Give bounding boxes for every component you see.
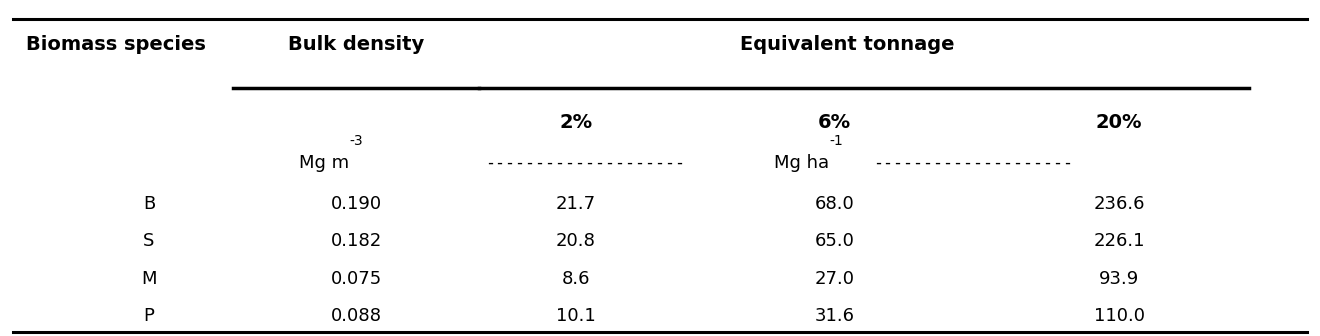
Text: M: M	[141, 269, 157, 288]
Text: S: S	[144, 232, 154, 250]
Text: 8.6: 8.6	[562, 269, 590, 288]
Text: 20%: 20%	[1096, 113, 1143, 132]
Text: Biomass species: Biomass species	[26, 35, 206, 54]
Text: Bulk density: Bulk density	[288, 35, 424, 54]
Text: 10.1: 10.1	[556, 307, 595, 325]
Text: --------------------: --------------------	[874, 154, 1073, 172]
Text: 27.0: 27.0	[814, 269, 854, 288]
Text: 21.7: 21.7	[556, 195, 595, 213]
Text: 110.0: 110.0	[1094, 307, 1144, 325]
Text: 20.8: 20.8	[556, 232, 595, 250]
Text: 0.075: 0.075	[330, 269, 381, 288]
Text: B: B	[143, 195, 156, 213]
Text: 0.190: 0.190	[330, 195, 381, 213]
Text: 6%: 6%	[818, 113, 851, 132]
Text: Equivalent tonnage: Equivalent tonnage	[741, 35, 954, 54]
Text: Mg ha: Mg ha	[775, 154, 829, 172]
Text: 65.0: 65.0	[814, 232, 854, 250]
Text: 0.182: 0.182	[330, 232, 381, 250]
Text: 226.1: 226.1	[1093, 232, 1144, 250]
Text: 68.0: 68.0	[814, 195, 854, 213]
Text: 31.6: 31.6	[814, 307, 854, 325]
Text: 0.088: 0.088	[330, 307, 381, 325]
Text: --------------------: --------------------	[486, 154, 685, 172]
Text: -3: -3	[350, 134, 363, 148]
Text: Mg m: Mg m	[300, 154, 350, 172]
Text: 2%: 2%	[560, 113, 593, 132]
Text: P: P	[144, 307, 154, 325]
Text: 236.6: 236.6	[1093, 195, 1144, 213]
Text: 93.9: 93.9	[1100, 269, 1139, 288]
Text: -1: -1	[829, 134, 843, 148]
